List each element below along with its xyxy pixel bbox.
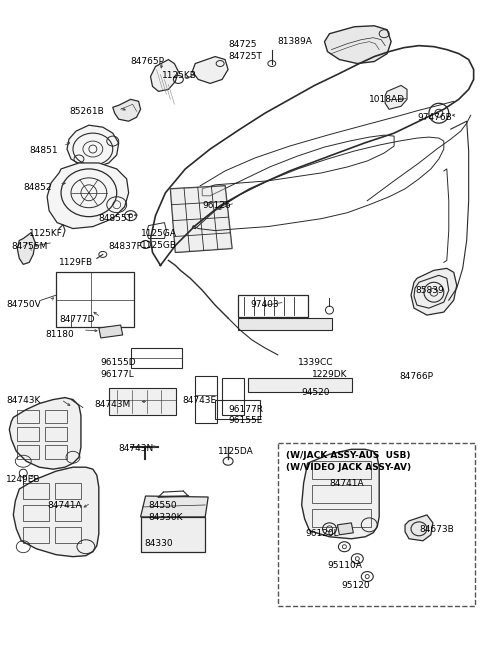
Text: 84743E: 84743E — [182, 396, 216, 405]
Polygon shape — [301, 449, 379, 539]
Polygon shape — [405, 515, 433, 541]
Text: 84725: 84725 — [228, 40, 257, 48]
Text: 84765P: 84765P — [131, 56, 165, 66]
Text: 1018AD: 1018AD — [369, 96, 405, 104]
Bar — [17, 409, 39, 423]
Polygon shape — [13, 467, 99, 557]
Polygon shape — [17, 233, 35, 265]
Text: 1229DK: 1229DK — [312, 370, 347, 379]
Text: 84330: 84330 — [144, 539, 173, 548]
Bar — [278, 443, 475, 607]
Text: 84837F: 84837F — [109, 242, 143, 252]
Bar — [45, 428, 67, 441]
Polygon shape — [411, 269, 457, 315]
Text: 84330K: 84330K — [148, 513, 183, 522]
Bar — [23, 505, 49, 521]
Text: 96155D: 96155D — [101, 358, 136, 367]
Polygon shape — [113, 100, 141, 121]
Text: 84673B: 84673B — [419, 525, 454, 534]
Text: 1339CC: 1339CC — [298, 358, 333, 367]
Text: 84743M: 84743M — [95, 400, 131, 409]
Text: (W/VIDEO JACK ASSY-AV): (W/VIDEO JACK ASSY-AV) — [286, 463, 411, 472]
Text: 96126: 96126 — [202, 200, 231, 210]
Polygon shape — [192, 56, 228, 83]
Polygon shape — [67, 125, 119, 167]
Bar — [195, 376, 217, 423]
Bar — [312, 461, 371, 479]
Bar — [17, 445, 39, 459]
Bar — [312, 509, 371, 527]
Text: 94520: 94520 — [301, 388, 330, 397]
Text: 1125KF: 1125KF — [29, 229, 63, 238]
Polygon shape — [47, 163, 129, 229]
Text: 84852: 84852 — [23, 183, 52, 192]
Bar — [56, 272, 133, 327]
Text: 84750V: 84750V — [6, 300, 41, 309]
Polygon shape — [170, 186, 232, 252]
Bar — [109, 388, 176, 415]
Polygon shape — [385, 85, 407, 109]
Bar — [23, 527, 49, 543]
Bar — [23, 483, 49, 499]
Polygon shape — [337, 523, 353, 534]
Polygon shape — [9, 398, 81, 469]
Text: 84743N: 84743N — [119, 444, 154, 453]
Text: 81389A: 81389A — [278, 37, 312, 46]
Text: 96120L: 96120L — [306, 529, 339, 538]
Polygon shape — [324, 26, 391, 64]
Text: 1125GA: 1125GA — [141, 229, 177, 238]
Text: 1129FB: 1129FB — [59, 259, 93, 267]
Text: 1125DA: 1125DA — [218, 447, 254, 457]
Bar — [141, 517, 205, 552]
Text: 95110A: 95110A — [327, 561, 362, 570]
Text: 84766P: 84766P — [399, 372, 433, 381]
Text: 97476B: 97476B — [417, 113, 452, 122]
Text: 84741A: 84741A — [47, 501, 82, 510]
Bar — [238, 295, 308, 317]
Text: 97403: 97403 — [250, 300, 278, 309]
Text: 96155E: 96155E — [228, 417, 263, 426]
Text: 84851: 84851 — [29, 146, 58, 155]
Text: 96177L: 96177L — [101, 370, 134, 379]
Text: 1249EB: 1249EB — [6, 475, 41, 484]
Text: 84725T: 84725T — [228, 52, 262, 61]
Text: 85261B: 85261B — [69, 107, 104, 117]
Text: 84550: 84550 — [148, 501, 177, 510]
Polygon shape — [151, 60, 179, 92]
Text: (W/JACK ASSY-AUS  USB): (W/JACK ASSY-AUS USB) — [286, 451, 410, 460]
Text: 84743K: 84743K — [6, 396, 41, 405]
Bar — [17, 428, 39, 441]
Bar — [215, 400, 260, 419]
Text: 84777D: 84777D — [59, 315, 95, 324]
Bar — [238, 318, 333, 330]
Bar — [45, 445, 67, 459]
Bar — [131, 348, 182, 367]
Bar — [45, 409, 67, 423]
Bar — [248, 378, 352, 392]
Bar — [55, 505, 81, 521]
Bar — [222, 378, 244, 415]
Bar — [312, 485, 371, 503]
Text: 84855T: 84855T — [99, 214, 133, 223]
Text: 1125KB: 1125KB — [162, 71, 197, 81]
Text: 84755M: 84755M — [12, 242, 48, 252]
Text: 1125GB: 1125GB — [141, 240, 177, 250]
Text: 81180: 81180 — [45, 330, 74, 339]
Text: 95120: 95120 — [341, 580, 370, 590]
Text: 85839: 85839 — [415, 286, 444, 295]
Bar — [55, 527, 81, 543]
Polygon shape — [141, 496, 208, 517]
Text: 84741A: 84741A — [329, 479, 364, 488]
Text: 96177R: 96177R — [228, 405, 263, 413]
Bar — [55, 483, 81, 499]
Polygon shape — [99, 325, 123, 338]
